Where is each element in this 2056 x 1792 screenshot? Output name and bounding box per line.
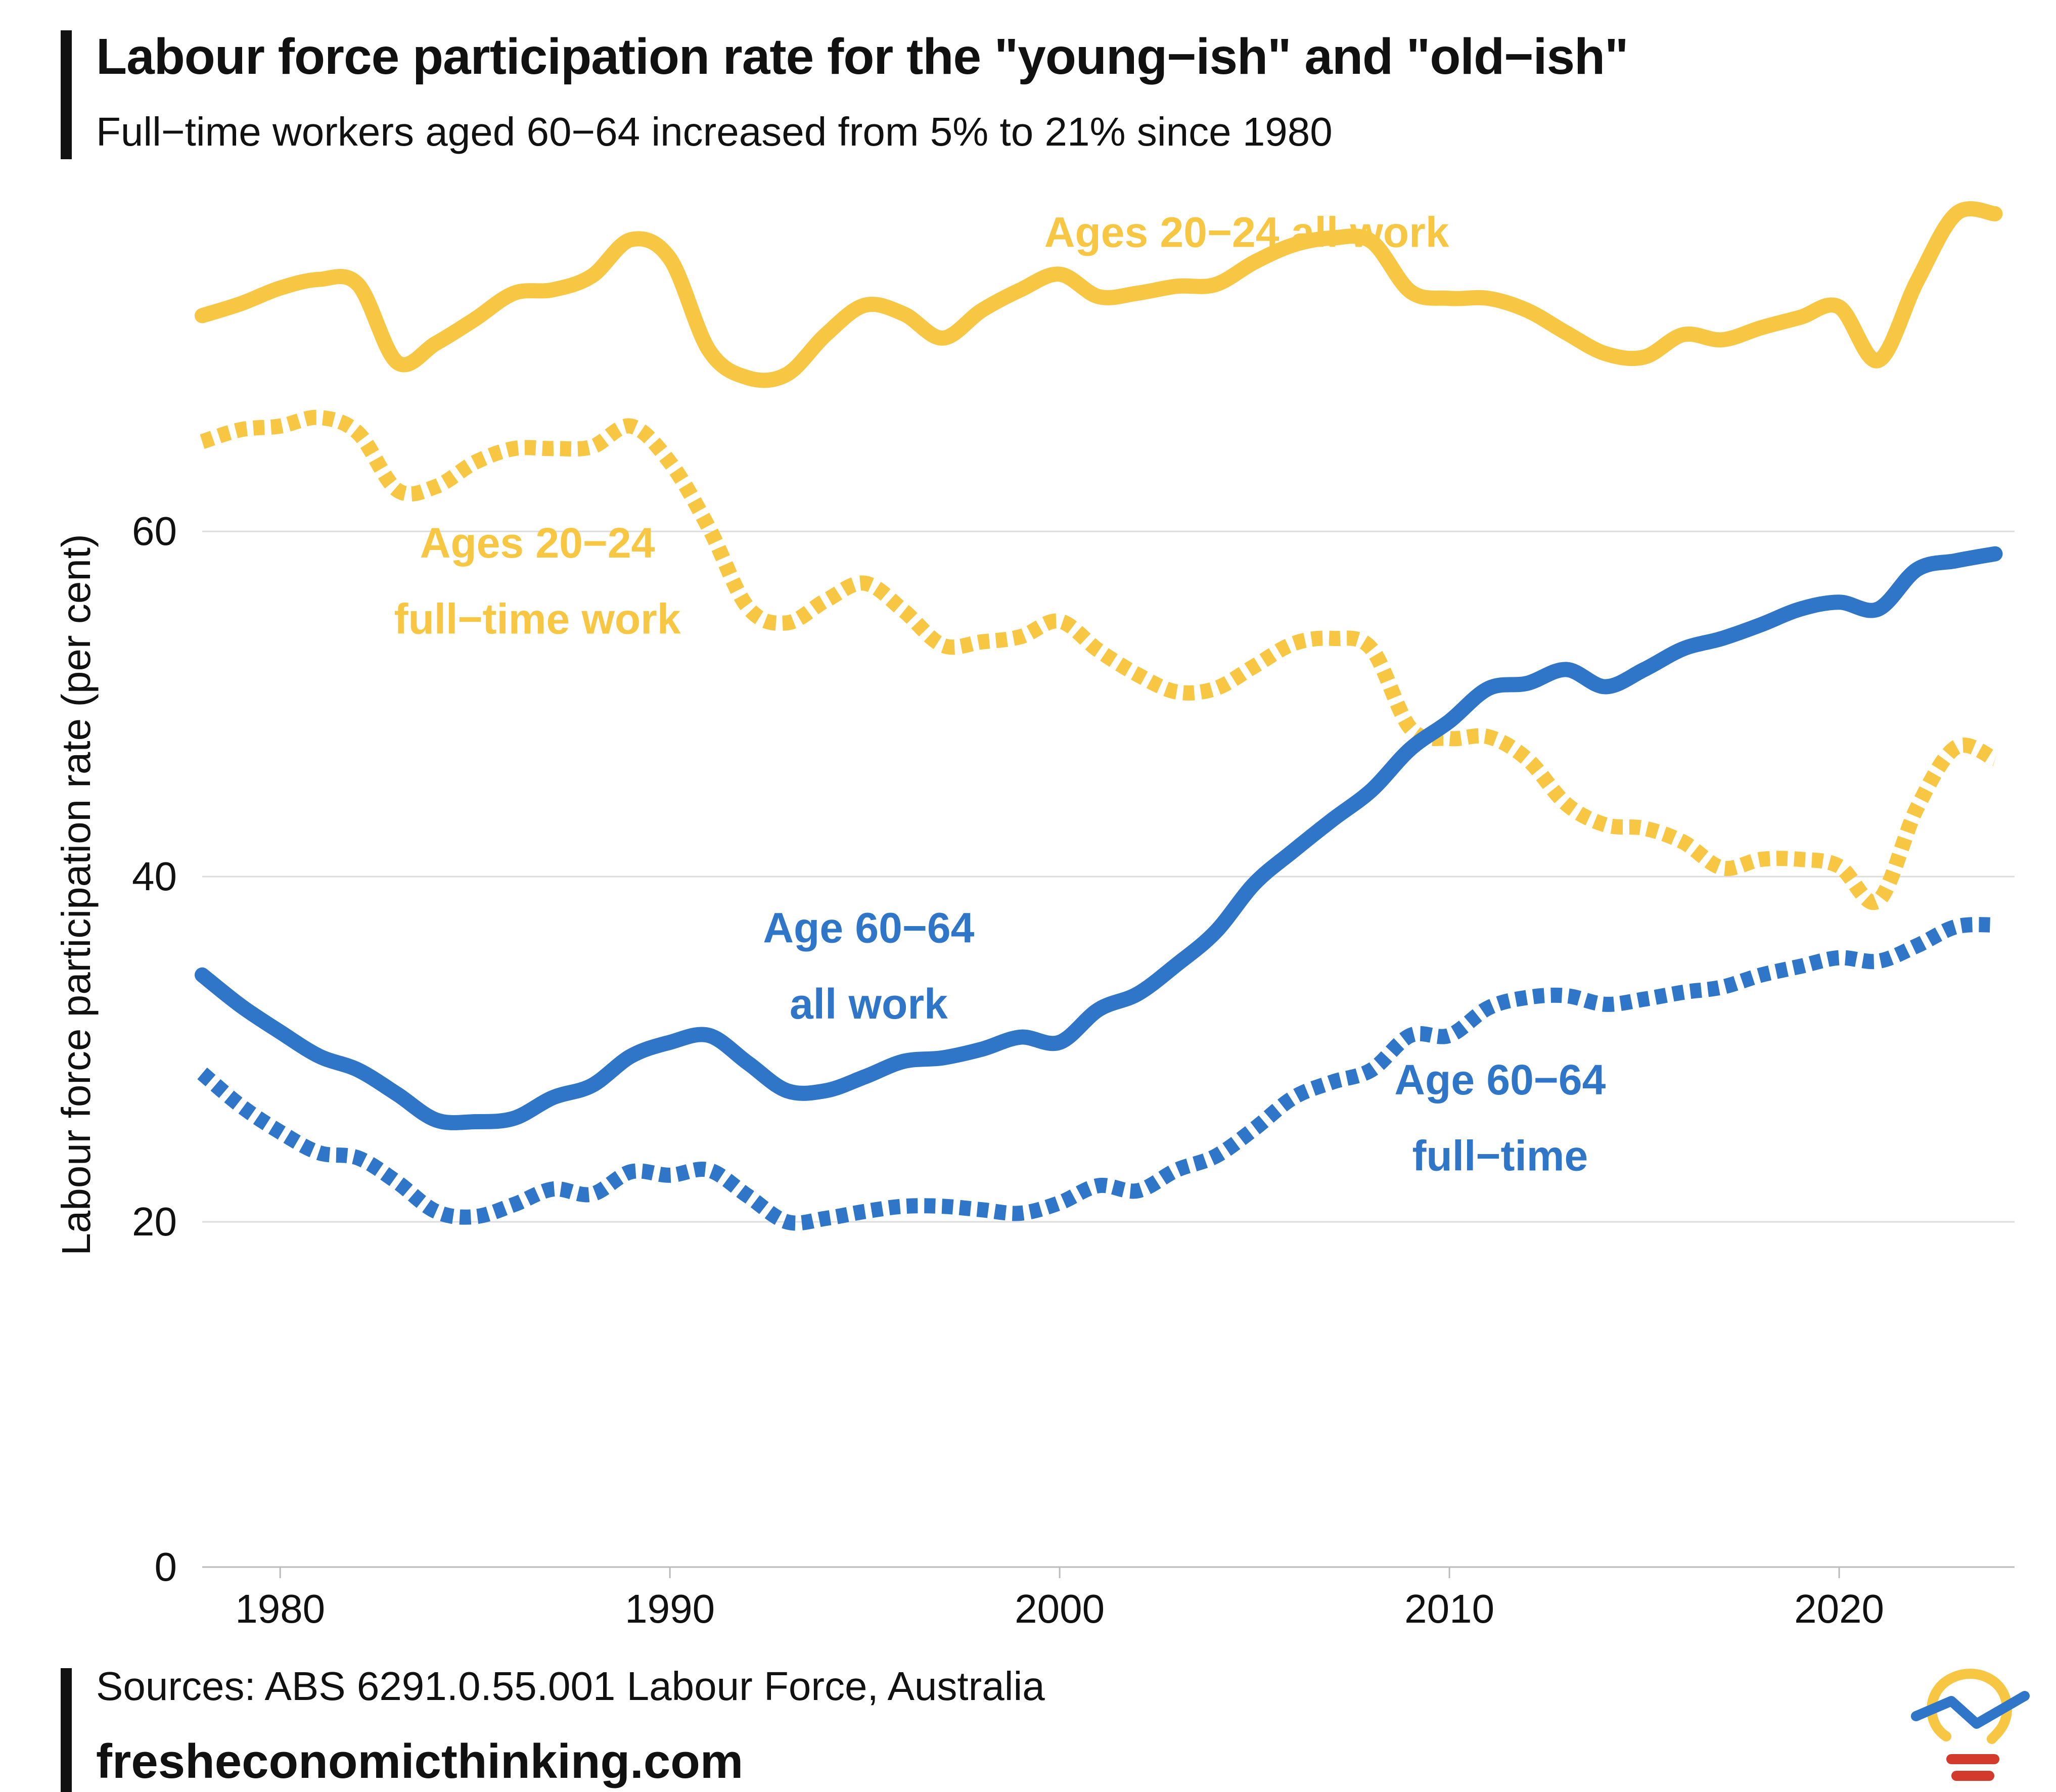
title-accent-bar — [61, 30, 72, 159]
series-age-60-64-full-time — [197, 917, 1996, 1231]
label-age-60-64-all-work-line-2: all work — [790, 980, 948, 1028]
label-age-60-64-all-work-line-1: Age 60−64 — [763, 904, 974, 952]
x-tick-label: 2010 — [1404, 1586, 1494, 1631]
grid-lines — [202, 530, 2015, 1578]
y-tick-label: 20 — [132, 1199, 177, 1244]
series-labels: Ages 20−24 all work Ages 20−24 full−time w… — [394, 208, 1606, 1179]
x-tick-label: 1980 — [235, 1586, 325, 1631]
label-ages-20-24-full-time-line-2: full−time work — [394, 595, 680, 642]
label-age-60-64-full-time-line-1: Age 60−64 — [1394, 1056, 1606, 1104]
line-chart: 0 20 40 60 1980 1990 2000 2010 2020 Ages 20−24 … — [54, 201, 2015, 1631]
series-lines — [195, 201, 2003, 1231]
label-ages-20-24-all-work: Ages 20−24 all work — [1044, 208, 1449, 256]
series-ages-20-24-all-work — [195, 201, 2003, 388]
y-tick-label: 0 — [155, 1544, 177, 1589]
website-link[interactable]: fresheconomicthinking.com — [96, 1734, 744, 1788]
chart-subtitle: Full−time workers aged 60−64 increased f… — [96, 109, 1333, 154]
x-tick-labels: 1980 1990 2000 2010 2020 — [235, 1586, 1884, 1631]
lightbulb-logo-icon — [1911, 1669, 2030, 1781]
y-axis-title: Labour force participation rate (per cen… — [54, 534, 99, 1255]
chart-title: Labour force participation rate for the … — [96, 28, 1629, 85]
series-age-60-64-all-work — [195, 546, 2003, 1130]
label-age-60-64-full-time-line-2: full−time — [1412, 1132, 1588, 1179]
sources-note: Sources: ABS 6291.0.55.001 Labour Force,… — [96, 1664, 1045, 1709]
x-tick-label: 2020 — [1794, 1586, 1884, 1631]
x-tick-label: 1990 — [625, 1586, 715, 1631]
y-tick-labels: 0 20 40 60 — [132, 509, 177, 1589]
label-ages-20-24-full-time-line-1: Ages 20−24 — [420, 519, 655, 567]
footer-accent-bar — [61, 1668, 72, 1792]
y-tick-label: 60 — [132, 509, 177, 554]
y-tick-label: 40 — [132, 854, 177, 899]
x-tick-label: 2000 — [1015, 1586, 1105, 1631]
series-ages-20-24-full-time — [200, 409, 1998, 910]
